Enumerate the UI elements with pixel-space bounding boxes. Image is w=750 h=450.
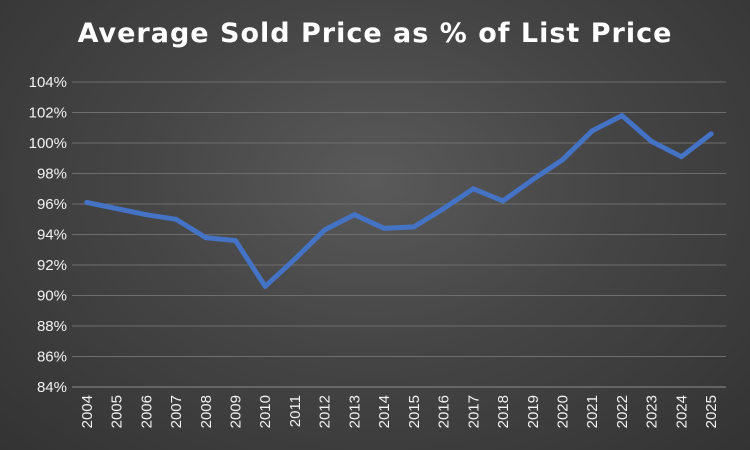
x-tick-label: 2013 [346,395,363,428]
data-point [589,128,595,134]
x-tick-label: 2006 [138,395,155,428]
x-tick-label: 2009 [228,395,245,428]
x-tick-label: 2017 [465,395,482,428]
data-point [411,224,417,230]
data-point [173,216,179,222]
x-tick-label: 2016 [436,395,453,428]
data-point [619,113,625,119]
x-tick-label: 2011 [287,395,304,427]
x-tick-label: 2019 [525,395,542,428]
y-tick-label: 102% [29,105,67,122]
chart-title: Average Sold Price as % of List Price [77,18,673,49]
y-tick-label: 84% [37,379,67,396]
data-point [441,206,447,212]
series-line [84,113,714,289]
x-tick-label: 2012 [317,395,334,428]
data-point [233,238,238,244]
y-tick-label: 92% [37,257,67,274]
x-tick-label: 2005 [109,395,126,428]
x-tick-label: 2015 [406,395,423,428]
data-point [203,235,209,241]
data-point [708,131,714,137]
y-tick-label: 96% [37,196,67,213]
x-tick-label: 2008 [198,395,215,428]
x-tick-label: 2007 [168,395,185,428]
x-tick-label: 2010 [257,395,274,428]
x-tick-label: 2014 [376,395,393,428]
x-tick-label: 2022 [614,395,631,428]
y-tick-label: 86% [37,349,67,366]
x-tick-label: 2023 [644,395,661,428]
data-point [292,256,298,262]
data-point [381,225,387,231]
x-tick-label: 2020 [555,395,572,428]
data-point [322,227,328,233]
x-tick-label: 2004 [79,395,96,428]
y-tick-label: 94% [37,227,67,244]
data-point [500,198,506,204]
data-point [649,138,655,144]
data-point [262,283,268,289]
x-tick-label: 2018 [495,395,512,428]
x-tick-label: 2024 [673,395,690,428]
data-point [678,154,684,160]
y-tick-label: 88% [37,318,67,335]
x-tick-label: 2021 [584,395,601,428]
y-tick-label: 100% [29,135,67,152]
data-point [560,157,565,163]
data-point [530,177,536,183]
data-point [114,206,120,212]
y-tick-label: 98% [37,166,67,183]
y-tick-label: 90% [37,288,67,305]
data-point [470,186,476,192]
y-tick-label: 104% [29,74,67,91]
data-point [143,212,149,218]
data-point [351,212,357,218]
data-point [84,199,90,205]
x-tick-label: 2025 [703,395,720,428]
